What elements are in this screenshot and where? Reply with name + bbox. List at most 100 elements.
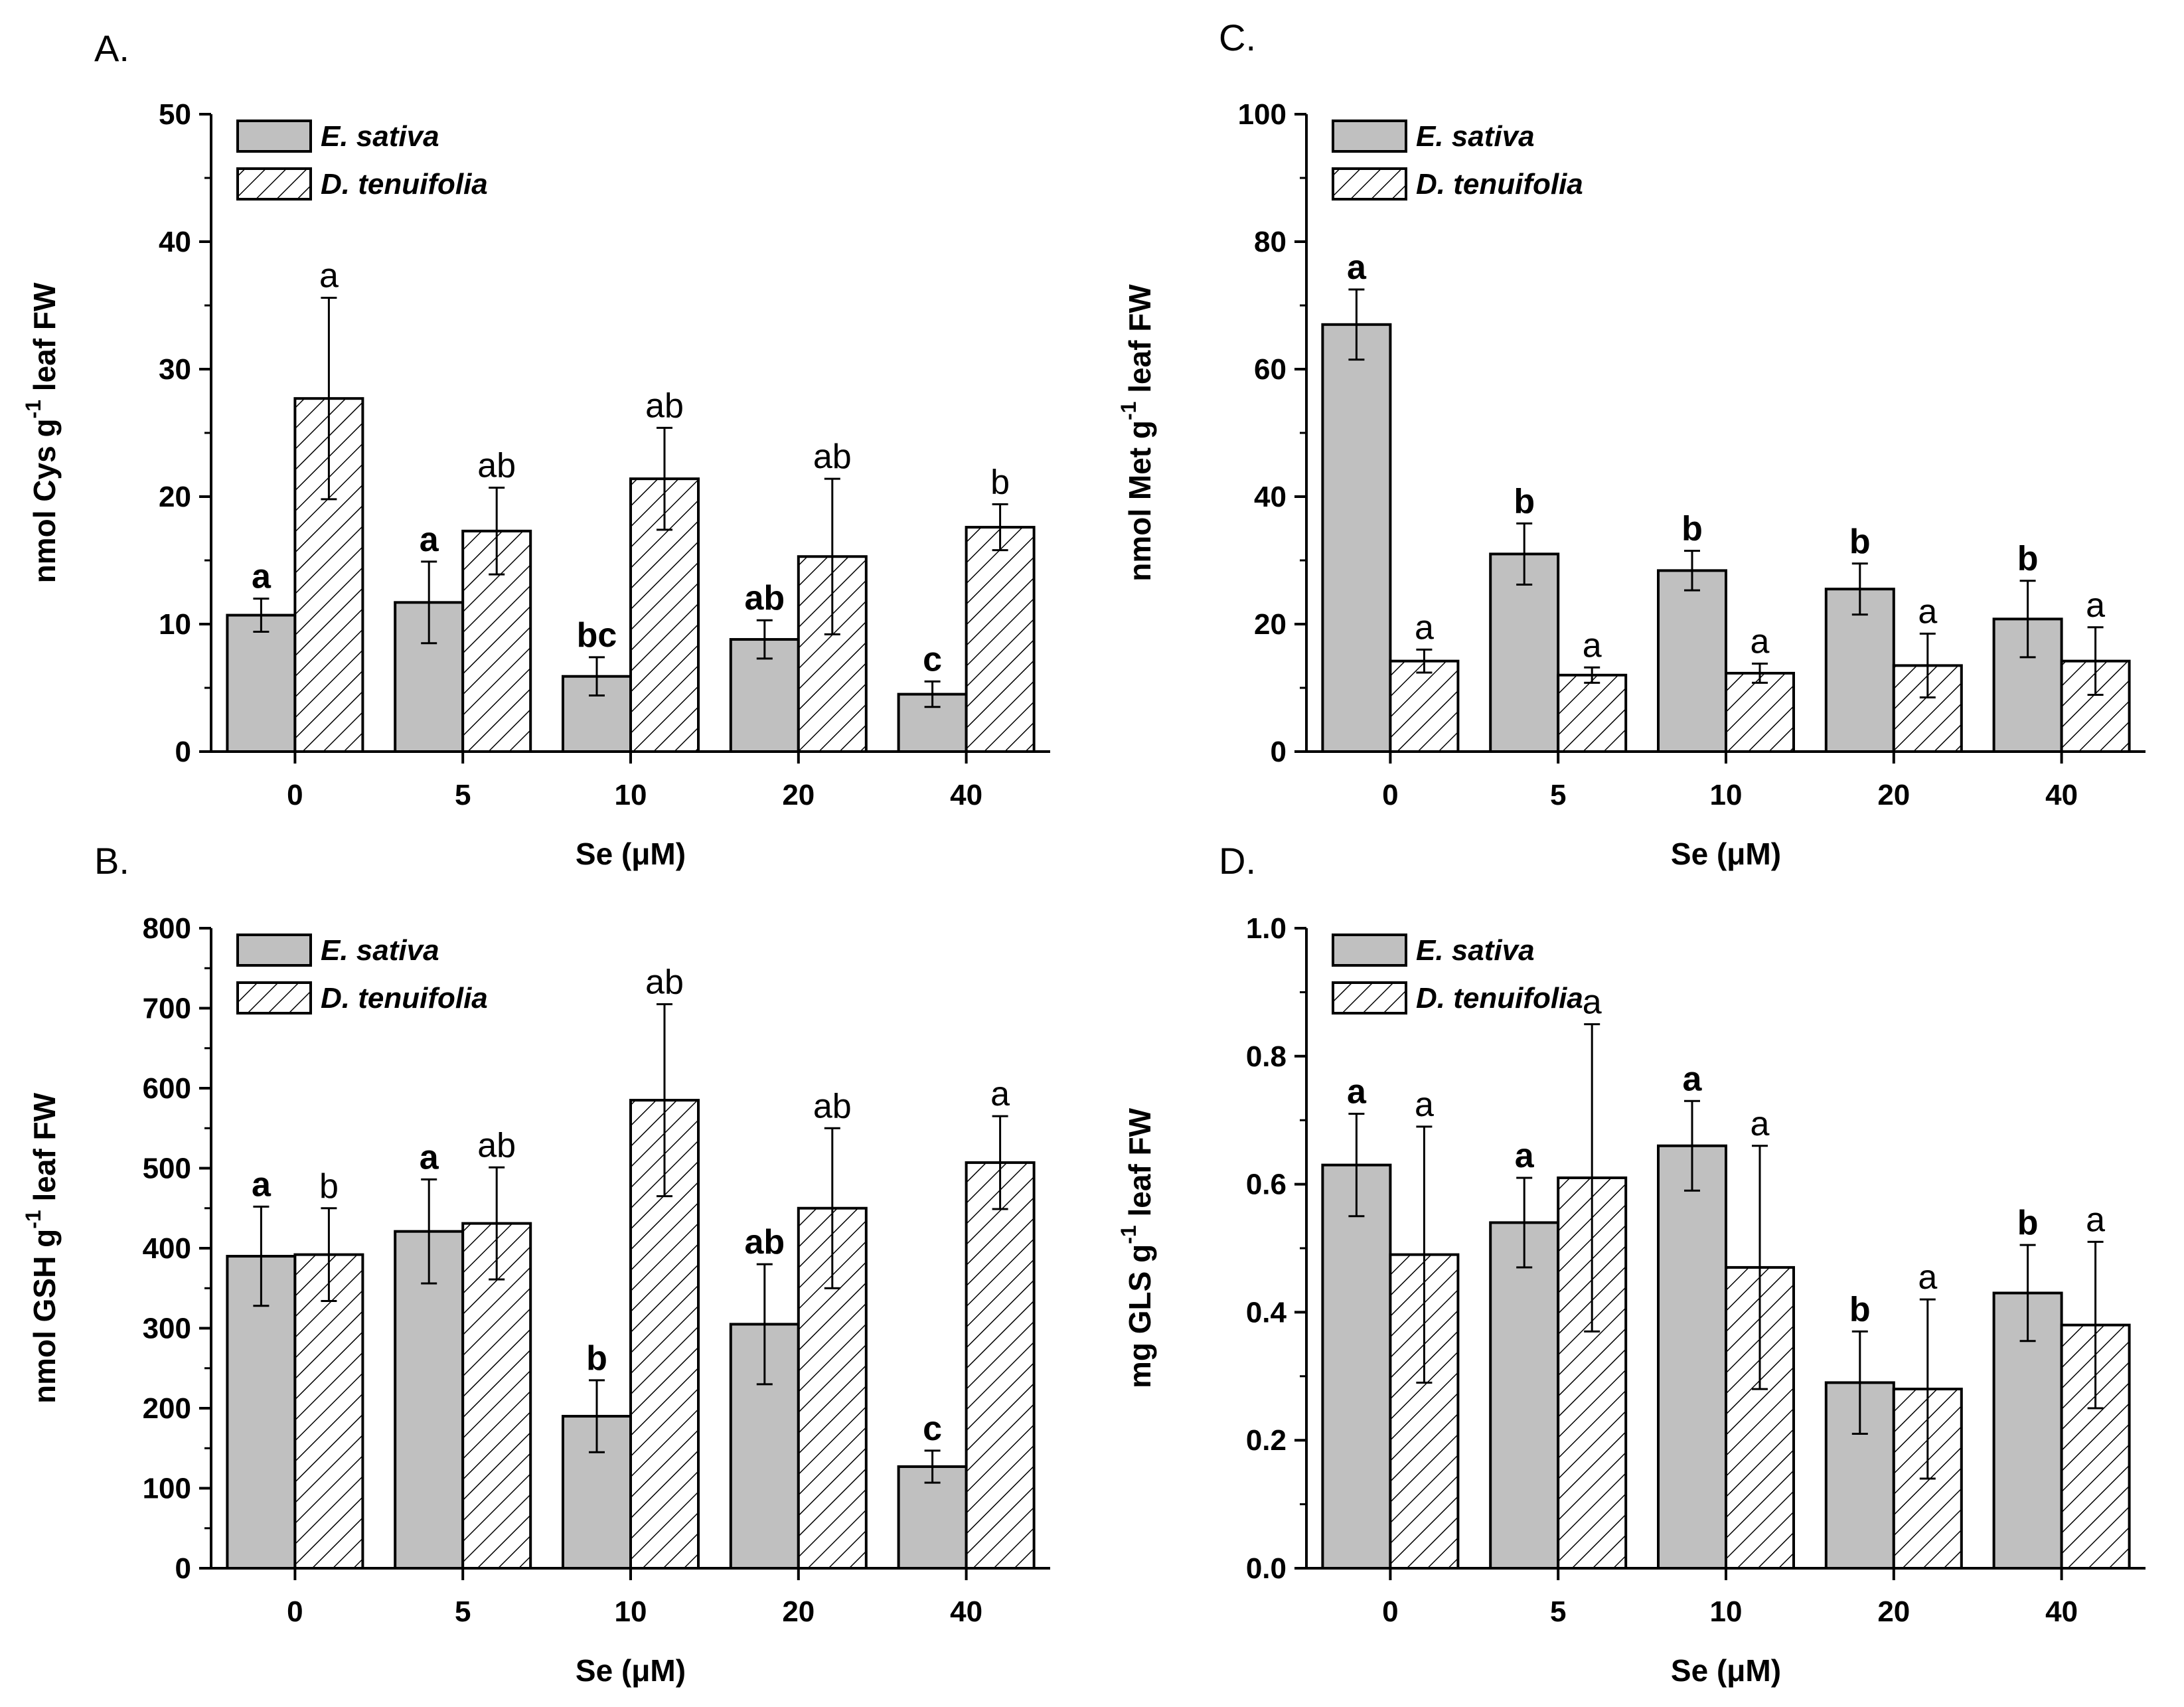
bar-e-sativa [1489, 1221, 1560, 1570]
significance-letter: a [990, 1075, 1010, 1113]
significance-letter: ab [744, 579, 785, 617]
x-tick-label: 0 [1382, 1595, 1398, 1628]
bar-e-sativa [1321, 323, 1392, 753]
y-tick-label: 400 [143, 1232, 191, 1265]
y-axis-title-main: nmol Met g [1123, 420, 1157, 582]
bar-e-sativa [394, 1230, 465, 1570]
legend-label: E. sativa [321, 120, 439, 153]
bar-e-sativa [1992, 617, 2063, 753]
y-tick-label: 80 [1254, 226, 1287, 258]
y-axis-title-main: mg GLS g [1123, 1244, 1157, 1388]
panel-label: C. [1219, 17, 1256, 58]
y-axis-title-main: nmol GSH g [27, 1229, 62, 1404]
significance-letter: a [420, 1138, 439, 1177]
y-tick-label: 40 [1254, 481, 1287, 513]
significance-letter: b [990, 463, 1010, 502]
x-tick-label: 10 [615, 779, 647, 811]
x-tick-label: 5 [1550, 779, 1566, 811]
legend-swatch-d-tenuifolia [236, 167, 312, 201]
significance-letter: a [1415, 608, 1434, 647]
x-tick-label: 0 [287, 779, 303, 811]
y-tick-label: 0.2 [1246, 1424, 1287, 1457]
panel-label: A. [94, 27, 129, 69]
y-axis-title: nmol Met g-1 leaf FW [1117, 284, 1157, 582]
bar-d-tenuifolia [1725, 671, 1795, 753]
y-tick-label: 10 [159, 608, 191, 641]
significance-letter: ab [477, 447, 516, 485]
y-axis-title-suffix: leaf FW [1123, 284, 1157, 402]
significance-letter: ab [744, 1223, 785, 1261]
x-tick-label: 20 [782, 1595, 815, 1628]
significance-letter: b [2017, 1204, 2039, 1242]
significance-letter: b [2017, 540, 2039, 578]
significance-letter: c [923, 640, 942, 679]
significance-letter: a [319, 256, 339, 295]
x-tick-label: 5 [1550, 1595, 1566, 1628]
legend-label: E. sativa [321, 934, 439, 967]
x-tick-label: 0 [1382, 779, 1398, 811]
significance-letter: a [2086, 1200, 2105, 1239]
significance-letter: ab [813, 1087, 852, 1125]
y-tick-label: 0 [175, 736, 191, 768]
x-tick-label: 40 [2045, 1595, 2078, 1628]
legend-label: E. sativa [1416, 934, 1535, 967]
y-tick-label: 600 [143, 1072, 191, 1105]
bar-e-sativa [1992, 1291, 2063, 1570]
y-tick-label: 100 [143, 1473, 191, 1505]
significance-letter: a [1515, 1137, 1535, 1175]
bar-e-sativa [1321, 1163, 1392, 1570]
y-tick-label: 0 [1271, 736, 1287, 768]
bar-d-tenuifolia [461, 1222, 532, 1570]
bar-d-tenuifolia [293, 1253, 364, 1570]
y-tick-label: 40 [159, 226, 191, 258]
x-tick-label: 10 [615, 1595, 647, 1628]
significance-letter: bc [577, 616, 617, 655]
legend-swatch-d-tenuifolia [1332, 981, 1407, 1015]
bar-e-sativa [1824, 588, 1895, 754]
legend-label: E. sativa [1416, 120, 1535, 153]
x-tick-label: 10 [1710, 1595, 1743, 1628]
y-axis-title-suffix: leaf FW [27, 1092, 62, 1210]
legend-label: D. tenuifolia [1416, 168, 1583, 201]
y-axis-title-superscript: -1 [21, 400, 45, 418]
y-tick-label: 800 [143, 912, 191, 945]
significance-letter: c [923, 1410, 942, 1448]
significance-letter: a [1918, 1258, 1937, 1297]
y-tick-label: 30 [159, 353, 191, 386]
y-axis-title: nmol GSH g-1 leaf FW [21, 1092, 62, 1404]
bar-e-sativa [226, 1255, 297, 1570]
y-tick-label: 0.4 [1246, 1296, 1287, 1329]
y-tick-label: 0 [175, 1552, 191, 1585]
significance-letter: a [1415, 1086, 1434, 1124]
y-axis-title-superscript: -1 [21, 1210, 45, 1228]
x-tick-label: 20 [782, 779, 815, 811]
bar-e-sativa [1657, 569, 1727, 753]
x-tick-label: 40 [950, 779, 982, 811]
y-axis-title: mg GLS g-1 leaf FW [1117, 1107, 1157, 1388]
legend-swatch-e-sativa [236, 934, 312, 967]
y-axis-title-suffix: leaf FW [1123, 1107, 1157, 1225]
y-axis-title-superscript: -1 [1117, 1225, 1140, 1244]
legend-label: D. tenuifolia [1416, 982, 1583, 1015]
significance-letter: ab [645, 963, 684, 1001]
bar-d-tenuifolia [1389, 659, 1460, 753]
x-tick-label: 5 [455, 1595, 471, 1628]
y-axis-title-superscript: -1 [1117, 402, 1140, 420]
bar-e-sativa [226, 613, 297, 753]
significance-letter: b [1681, 510, 1703, 548]
x-axis-title: Se (μM) [576, 1653, 686, 1688]
significance-letter: b [319, 1167, 339, 1206]
x-tick-label: 40 [2045, 779, 2078, 811]
y-tick-label: 700 [143, 993, 191, 1025]
x-axis-title: Se (μM) [1671, 1653, 1781, 1688]
x-axis-title: Se (μM) [576, 837, 686, 871]
chart-panel-2: C. 0 20 40 60 80 100 0 a a 5 b a 10 b a 20 b a 40 b a Se (μM) n… [1117, 17, 2145, 871]
y-tick-label: 60 [1254, 353, 1287, 386]
x-tick-label: 10 [1710, 779, 1743, 811]
legend-swatch-e-sativa [236, 120, 312, 153]
legend-label: D. tenuifolia [321, 982, 488, 1015]
significance-letter: a [1751, 623, 1770, 661]
bar-d-tenuifolia [965, 1161, 1036, 1570]
